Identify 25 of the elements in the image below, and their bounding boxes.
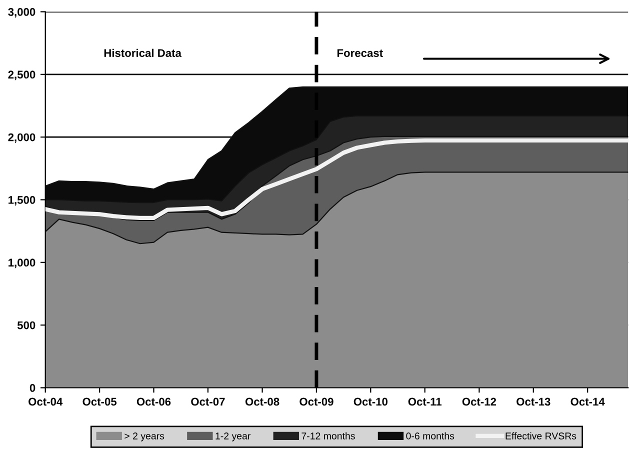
annotation: Forecast (337, 49, 383, 57)
y-tick-label: 3,000 (8, 8, 36, 18)
x-tick-label: Oct-13 (516, 398, 550, 406)
x-tick-label: Oct-07 (191, 398, 225, 406)
x-tick-label: Oct-05 (82, 398, 117, 406)
x-tick-label: Oct-12 (462, 398, 496, 406)
x-tick-label: Oct-14 (570, 398, 605, 406)
x-tick-label: Oct-04 (28, 398, 63, 406)
y-tick-label: 2,000 (8, 133, 36, 143)
legend-label: > 2 years (124, 432, 164, 442)
y-tick-label: 500 (17, 321, 36, 330)
legend-label: 7-12 months (302, 432, 355, 440)
y-tick-label: 0 (30, 384, 36, 392)
legend-label: 1-2 year (216, 432, 250, 442)
y-tick-label: 2,500 (8, 70, 36, 80)
x-tick-label: Oct-09 (300, 398, 334, 406)
annotation: Historical Data (104, 48, 182, 57)
legend-label: 0-6 months (406, 432, 454, 440)
x-tick-label: Oct-08 (245, 398, 280, 406)
y-tick-label: 1,500 (8, 196, 36, 206)
x-tick-label: Oct-06 (136, 398, 171, 406)
legend-label: Effective RVSRs (506, 432, 576, 440)
x-tick-label: Oct-11 (408, 398, 442, 406)
y-tick-label: 1,000 (8, 258, 36, 268)
x-tick-label: Oct-10 (354, 398, 388, 406)
